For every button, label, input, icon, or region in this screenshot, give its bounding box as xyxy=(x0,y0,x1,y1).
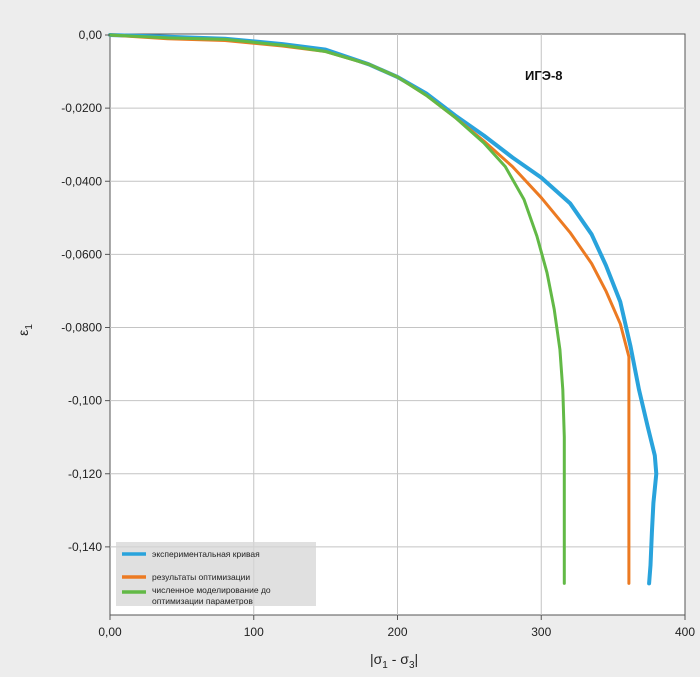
y-tick-label: -0,120 xyxy=(68,467,102,481)
legend-label-experimental: экспериментальная кривая xyxy=(152,549,260,559)
x-tick-label: 100 xyxy=(244,625,264,639)
svg-text:ε1: ε1 xyxy=(15,324,35,336)
series-layer xyxy=(108,33,659,586)
legend: экспериментальная кривая результаты опти… xyxy=(116,542,316,606)
y-tick-label: -0,100 xyxy=(68,394,102,408)
x-tick-label: 300 xyxy=(531,625,551,639)
ticks: 0,00 100 200 300 400 0,00 -0,0200 -0,0400 -0,060… xyxy=(61,28,695,639)
series-experimental-curve xyxy=(108,33,659,586)
annotation-label: ИГЭ-8 xyxy=(525,68,563,83)
legend-box xyxy=(116,542,316,606)
legend-label-optimization: результаты оптимизации xyxy=(152,572,250,582)
legend-label-numerical-line1: численное моделирование до xyxy=(152,585,271,595)
y-tick-label: -0,140 xyxy=(68,540,102,554)
y-axis-label: ε1 xyxy=(15,324,35,336)
y-tick-label: 0,00 xyxy=(79,28,103,42)
y-tick-label: -0,0400 xyxy=(61,174,102,188)
y-tick-label: -0,0800 xyxy=(61,321,102,335)
x-tick-label: 200 xyxy=(387,625,407,639)
x-tick-label: 0,00 xyxy=(98,625,122,639)
y-tick-label: -0,0200 xyxy=(61,101,102,115)
x-axis-label: |σ1 - σ3| xyxy=(370,651,418,671)
legend-label-numerical-line2: оптимизации параметров xyxy=(152,596,253,606)
y-tick-label: -0,0600 xyxy=(61,247,102,261)
series-numerical-modeling xyxy=(108,33,566,585)
x-tick-label: 400 xyxy=(675,625,695,639)
